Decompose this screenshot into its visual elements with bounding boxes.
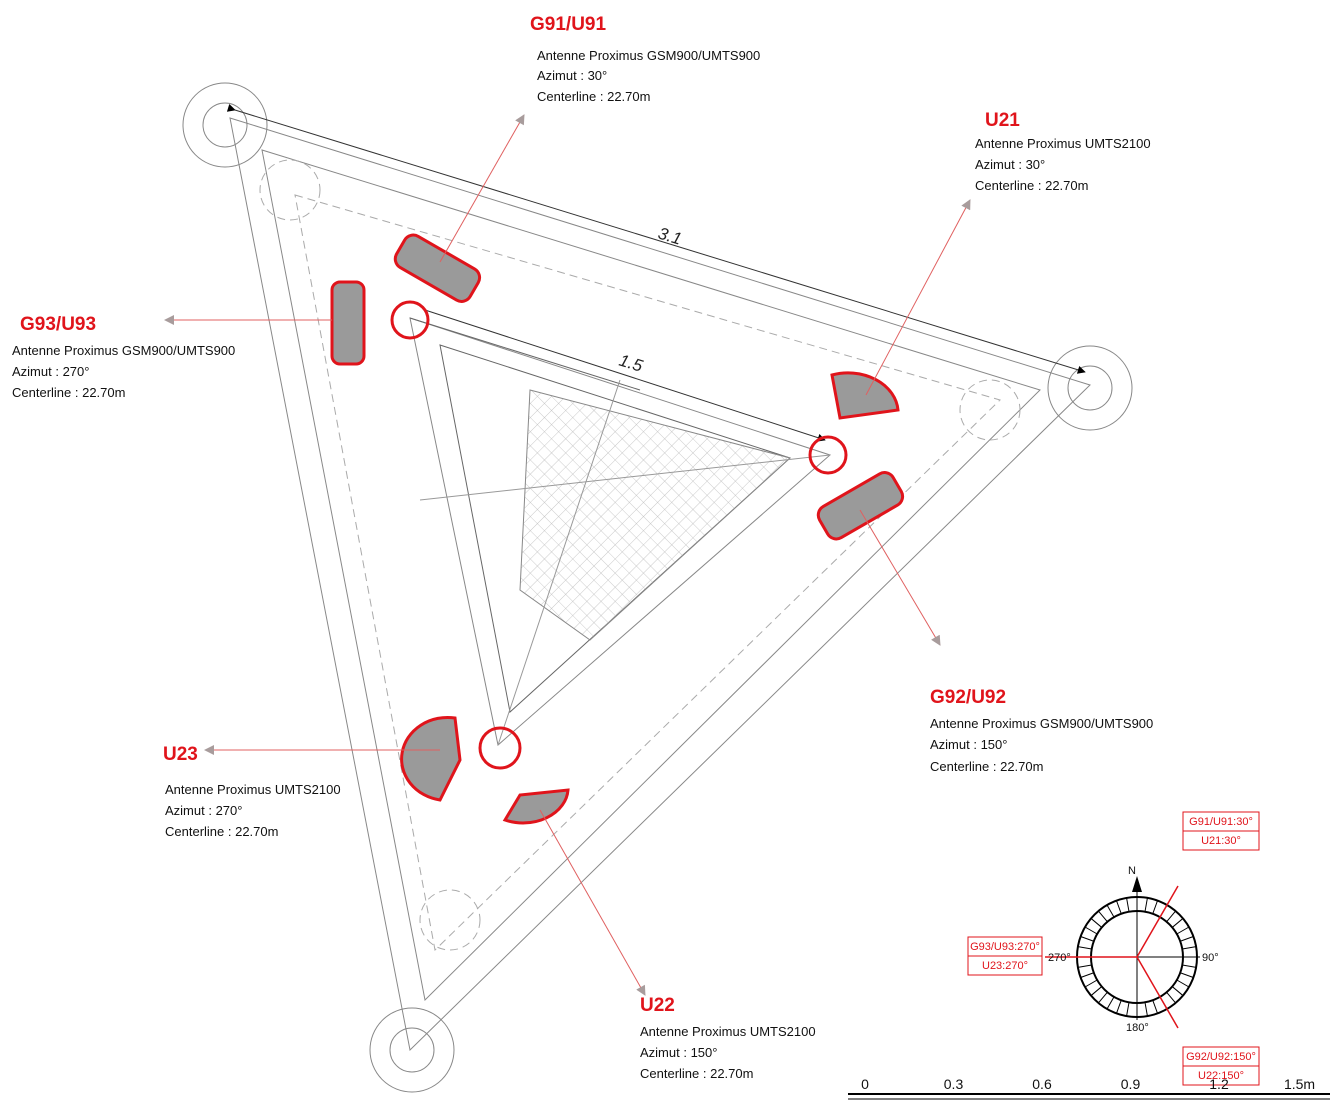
azimuth-box-label: U21:30°: [1201, 835, 1241, 847]
corner-plate: [1048, 346, 1132, 430]
compass-label: 90°: [1202, 952, 1219, 964]
antenna-model: Antenne Proximus UMTS2100: [975, 136, 1151, 151]
compass-tick: [1145, 898, 1147, 912]
corner-plate: [183, 83, 267, 167]
compass-tick: [1078, 947, 1092, 949]
antenna-model: Antenne Proximus UMTS2100: [640, 1024, 816, 1039]
antenna-centerline: Centerline : 22.70m: [537, 89, 650, 104]
azimuth-box-label: G91/U91:30°: [1189, 816, 1253, 828]
compass-tick: [1116, 1000, 1121, 1013]
azimuth-arrow: [440, 115, 524, 262]
compass-tick: [1180, 936, 1193, 941]
compass-tick: [1172, 987, 1183, 996]
platform: [520, 390, 790, 640]
compass-tick: [1081, 973, 1094, 978]
antenna-azimuth: Azimut : 270°: [12, 364, 89, 379]
azimuth-arrow: [540, 810, 645, 995]
antenna-pad: [402, 717, 460, 800]
compass-tick: [1081, 936, 1094, 941]
azimuth-box-label: G93/U93:270°: [970, 941, 1040, 953]
compass: N 270° 90° 180° G91/U91:30° U21:30° G93/…: [968, 812, 1259, 1085]
corner-plate: [390, 1028, 434, 1072]
antenna-centerline: Centerline : 22.70m: [640, 1066, 753, 1081]
antenna-pad: [505, 790, 568, 823]
compass-tick: [1085, 927, 1097, 934]
antenna-pad: [815, 469, 907, 543]
dashed-circle: [260, 160, 320, 220]
corner-plate: [203, 103, 247, 147]
antenna-pad: [392, 231, 484, 305]
antenna-model: Antenne Proximus UMTS2100: [165, 782, 341, 797]
antenna-centerline: Centerline : 22.70m: [12, 385, 125, 400]
compass-tick: [1145, 1002, 1147, 1016]
antenna-pad: [332, 282, 364, 364]
antenna-model: Antenne Proximus GSM900/UMTS900: [12, 343, 235, 358]
compass-tick: [1177, 980, 1189, 987]
compass-tick: [1098, 911, 1107, 922]
compass-tick: [1116, 901, 1121, 914]
scale-label: 0: [861, 1076, 869, 1092]
compass-tick: [1167, 911, 1176, 922]
compass-tick: [1107, 905, 1114, 917]
antenna-centerline: Centerline : 22.70m: [165, 824, 278, 839]
compass-tick: [1153, 1000, 1158, 1013]
compass-tick: [1091, 918, 1102, 927]
north-arrow: [1132, 876, 1142, 892]
outer-frame: [230, 118, 1090, 1050]
scale-label: 0.9: [1121, 1076, 1141, 1092]
antenna-id: G92/U92: [930, 687, 1006, 708]
compass-north: N: [1128, 865, 1136, 877]
compass-tick: [1182, 965, 1196, 967]
azimuth-arrow: [866, 200, 970, 395]
compass-tick: [1091, 987, 1102, 996]
antenna-id: U21: [985, 110, 1020, 131]
azimuth-arrow: [860, 510, 940, 645]
antenna-id: U22: [640, 995, 675, 1016]
compass-tick: [1127, 898, 1129, 912]
scale-label: 0.3: [944, 1076, 964, 1092]
antenna-azimuth: Azimut : 270°: [165, 803, 242, 818]
antenna-centerline: Centerline : 22.70m: [930, 759, 1043, 774]
compass-tick: [1177, 927, 1189, 934]
compass-tick: [1098, 992, 1107, 1003]
compass-tick: [1085, 980, 1097, 987]
compass-tick: [1182, 947, 1196, 949]
compass-tick: [1167, 992, 1176, 1003]
azimuth-box-label: G92/U92:150°: [1186, 1051, 1256, 1063]
antenna-azimuth: Azimut : 150°: [640, 1045, 717, 1060]
antenna-id: G91/U91: [530, 14, 606, 35]
compass-tick: [1153, 901, 1158, 914]
antenna-azimuth: Azimut : 30°: [975, 157, 1045, 172]
corner-plate: [1068, 366, 1112, 410]
antenna-id: G93/U93: [20, 314, 96, 335]
dimension-label: 3.1: [656, 224, 684, 249]
drawing: G91/U91 Antenne Proximus GSM900/UMTS900 …: [0, 0, 1339, 1111]
antenna-centerline: Centerline : 22.70m: [975, 178, 1088, 193]
scale-label: 1.5m: [1284, 1076, 1315, 1092]
compass-label: 270°: [1048, 952, 1071, 964]
compass-label: 180°: [1126, 1022, 1149, 1034]
compass-tick: [1127, 1002, 1129, 1016]
antenna-azimuth: Azimut : 150°: [930, 737, 1007, 752]
compass-tick: [1107, 997, 1114, 1009]
scale-label: 0.6: [1032, 1076, 1052, 1092]
corner-plate: [370, 1008, 454, 1092]
antenna-model: Antenne Proximus GSM900/UMTS900: [537, 48, 760, 63]
antenna-model: Antenne Proximus GSM900/UMTS900: [930, 716, 1153, 731]
compass-tick: [1078, 965, 1092, 967]
antenna-azimuth: Azimut : 30°: [537, 68, 607, 83]
dimension-label: 1.5: [617, 351, 646, 376]
azimuth-box-label: U23:270°: [982, 960, 1028, 972]
brace: [410, 318, 640, 390]
antenna-id: U23: [163, 744, 198, 765]
scale-label: 1.2: [1209, 1076, 1229, 1092]
antenna-pad: [832, 373, 898, 418]
compass-tick: [1180, 973, 1193, 978]
compass-tick: [1172, 918, 1183, 927]
mount: [480, 728, 520, 768]
